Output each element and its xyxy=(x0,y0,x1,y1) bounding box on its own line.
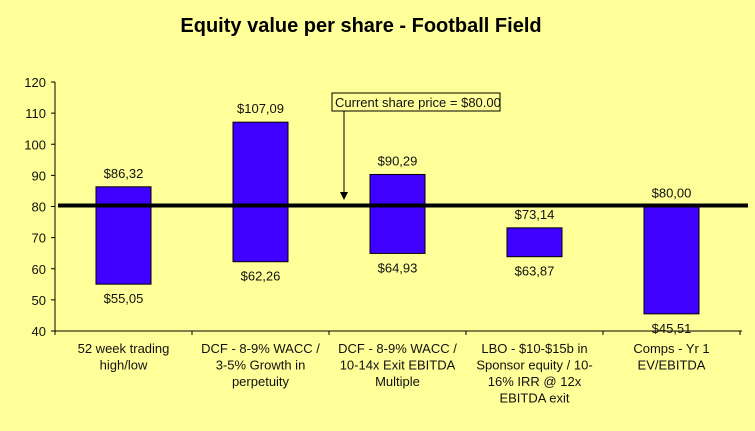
low-value-label: $45,51 xyxy=(652,321,692,336)
category-label: DCF - 8-9% WACC / xyxy=(201,341,320,356)
y-tick-label: 110 xyxy=(25,106,46,121)
current-price-callout-box xyxy=(331,92,501,112)
high-value-label: $90,29 xyxy=(378,153,418,168)
low-value-label: $63,87 xyxy=(515,264,555,279)
low-value-label: $64,93 xyxy=(378,260,418,275)
y-tick-label: 70 xyxy=(32,231,46,246)
category-label: 16% IRR @ 12x xyxy=(488,374,582,389)
range-bar xyxy=(369,173,426,254)
low-value-label: $55,05 xyxy=(104,291,144,306)
range-bar xyxy=(95,186,152,285)
category-label: 3-5% Growth in xyxy=(216,358,306,373)
category-label: DCF - 8-9% WACC / xyxy=(338,341,457,356)
y-tick-label: 60 xyxy=(32,262,46,277)
y-tick-label: 100 xyxy=(24,137,46,152)
category-label: Sponsor equity / 10- xyxy=(476,358,592,373)
y-tick-label: 50 xyxy=(32,293,46,308)
y-tick-label: 80 xyxy=(32,200,46,215)
y-tick-label: 90 xyxy=(32,168,46,183)
low-value-label: $62,26 xyxy=(241,269,281,284)
high-value-label: $80,00 xyxy=(652,186,692,201)
current-price-callout-label: Current share price = $80.00 xyxy=(335,95,501,110)
category-label: EBITDA exit xyxy=(499,391,569,406)
y-tick-label: 40 xyxy=(32,324,46,339)
callout-arrow-head-icon xyxy=(340,192,348,200)
y-tick-label: 120 xyxy=(24,75,46,90)
high-value-label: $73,14 xyxy=(515,207,555,222)
category-label: perpetuity xyxy=(232,374,290,389)
category-label: Comps - Yr 1 xyxy=(633,341,709,356)
chart-title: Equity value per share - Football Field xyxy=(180,15,542,37)
category-label: Multiple xyxy=(375,374,420,389)
range-bar xyxy=(643,206,700,315)
category-label: high/low xyxy=(100,358,148,373)
category-label: 10-14x Exit EBITDA xyxy=(340,358,456,373)
category-label: 52 week trading xyxy=(78,341,170,356)
category-label: EV/EBITDA xyxy=(638,358,706,373)
range-bar xyxy=(232,121,289,263)
category-label: LBO - $10-$15b in xyxy=(481,341,587,356)
high-value-label: $107,09 xyxy=(237,101,284,116)
high-value-label: $86,32 xyxy=(104,166,144,181)
range-bar xyxy=(506,227,563,258)
